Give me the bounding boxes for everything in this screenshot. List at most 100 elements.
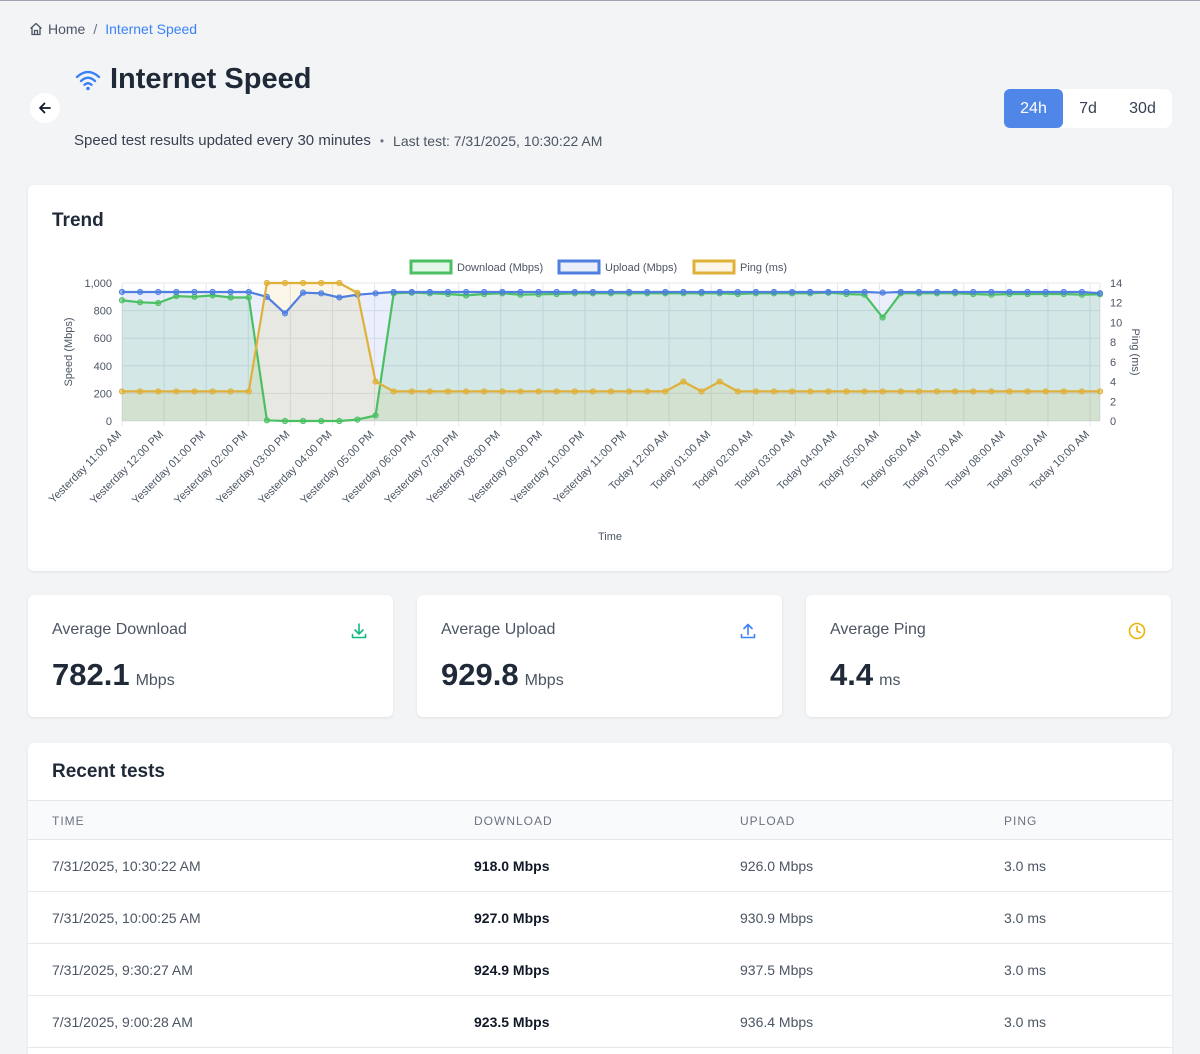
time-range-selector: 24h 7d 30d: [1004, 89, 1172, 128]
y2-tick-label: 2: [1110, 396, 1116, 408]
y-tick-label: 400: [94, 361, 112, 373]
data-point: [970, 288, 977, 296]
data-point: [209, 388, 216, 395]
y2-axis-title: Ping (ms): [1129, 328, 1141, 375]
update-frequency-text: Speed test results updated every 30 minu…: [74, 132, 371, 149]
data-point: [734, 288, 741, 296]
data-point: [263, 417, 270, 424]
data-point: [1096, 388, 1104, 395]
x-tick-label: Yesterday 02:00 PM: [172, 429, 250, 507]
row-time: 7/31/2025, 9:00:28 AM: [52, 1014, 193, 1030]
last-test-text: Last test: 7/31/2025, 10:30:22 AM: [393, 132, 603, 149]
data-point: [988, 388, 995, 395]
legend-swatch: [409, 259, 453, 275]
stat-value-row: 782.1 Mbps: [52, 657, 175, 693]
trend-card: Trend 0 200 400 600 800 1,000 0 2 4 6 8 10 12 14 Yeste…: [28, 185, 1172, 571]
x-tick-label: Yesterday 04:00 PM: [256, 429, 334, 507]
data-point: [408, 388, 415, 395]
range-24h-button[interactable]: 24h: [1004, 89, 1063, 128]
average-ping-value: 4.4: [830, 657, 874, 692]
row-download: 924.9 Mbps: [474, 962, 550, 978]
data-point: [1078, 388, 1085, 395]
data-point: [897, 388, 904, 395]
back-button[interactable]: [30, 93, 60, 123]
row-download: 923.5 Mbps: [474, 1014, 550, 1030]
data-point: [734, 388, 741, 395]
data-point: [952, 388, 959, 395]
row-time: 7/31/2025, 9:30:27 AM: [52, 962, 193, 978]
average-download-unit: Mbps: [135, 672, 175, 689]
data-point: [626, 288, 633, 296]
data-point: [137, 388, 144, 395]
x-tick-label: Yesterday 12:00 PM: [88, 429, 166, 507]
recent-tests-card: Recent tests TIME DOWNLOAD UPLOAD PING 7…: [28, 743, 1172, 1054]
legend-swatch: [557, 259, 601, 275]
data-point: [535, 288, 542, 296]
data-point: [607, 388, 615, 395]
data-point: [626, 388, 633, 395]
y2-tick-label: 6: [1110, 357, 1116, 369]
data-point: [517, 288, 524, 296]
data-point: [517, 388, 524, 395]
range-7d-button[interactable]: 7d: [1079, 99, 1097, 117]
data-point: [499, 388, 506, 395]
data-point: [770, 388, 778, 395]
y2-tick-label: 8: [1110, 337, 1116, 349]
x-axis-title: Time: [598, 531, 622, 543]
legend-label: Upload (Mbps): [605, 262, 677, 274]
data-point: [589, 388, 596, 395]
wifi-icon: [75, 70, 101, 90]
average-upload-card: Average Upload 929.8 Mbps: [417, 595, 782, 717]
data-point: [209, 288, 216, 296]
data-point: [752, 388, 759, 395]
data-point: [463, 388, 470, 395]
data-point: [281, 279, 289, 287]
data-point: [372, 378, 379, 385]
data-point: [1024, 288, 1031, 296]
data-point: [444, 288, 452, 296]
data-point: [843, 388, 850, 395]
column-header-time: TIME: [52, 814, 85, 828]
data-point: [915, 388, 922, 395]
data-point: [607, 288, 615, 296]
y2-tick-label: 4: [1110, 377, 1116, 389]
data-point: [118, 388, 126, 395]
row-ping: 3.0 ms: [1004, 910, 1047, 926]
data-point: [499, 288, 506, 296]
data-point: [227, 288, 234, 296]
data-point: [752, 288, 759, 296]
data-point: [300, 289, 307, 296]
data-point: [137, 288, 144, 296]
table-row: 7/31/2025, 10:00:25 AM 927.0 Mbps 930.9 …: [28, 892, 1172, 944]
table-row: 7/31/2025, 10:30:22 AM 918.0 Mbps 926.0 …: [28, 840, 1172, 892]
data-point: [1060, 288, 1067, 296]
x-tick-label: Yesterday 06:00 PM: [340, 429, 418, 507]
data-point: [662, 288, 669, 296]
row-download: 918.0 Mbps: [474, 858, 550, 874]
page-header: Internet Speed: [74, 63, 311, 96]
data-point: [155, 288, 162, 296]
data-point: [463, 288, 470, 296]
data-point: [789, 388, 796, 395]
legend-label: Ping (ms): [740, 262, 787, 274]
row-ping: 3.0 ms: [1004, 858, 1047, 874]
column-header-ping: PING: [1004, 814, 1038, 828]
breadcrumb-home-link[interactable]: Home: [48, 21, 86, 37]
range-30d-button[interactable]: 30d: [1129, 99, 1156, 117]
data-point: [662, 388, 669, 395]
recent-tests-title: Recent tests: [52, 761, 165, 782]
data-point: [372, 290, 379, 297]
y-tick-label: 1,000: [84, 278, 112, 290]
data-point: [155, 388, 162, 395]
data-point: [390, 388, 397, 395]
data-point: [390, 288, 397, 296]
data-point: [318, 417, 325, 425]
data-point: [426, 288, 433, 296]
x-tick-label: Yesterday 03:00 PM: [214, 429, 292, 507]
data-point: [807, 288, 814, 296]
data-point: [191, 388, 198, 395]
data-point: [915, 288, 922, 296]
y2-tick-label: 0: [1110, 416, 1116, 428]
data-point: [1042, 388, 1049, 395]
table-row: 7/31/2025, 9:30:27 AM 924.9 Mbps 937.5 M…: [28, 944, 1172, 996]
